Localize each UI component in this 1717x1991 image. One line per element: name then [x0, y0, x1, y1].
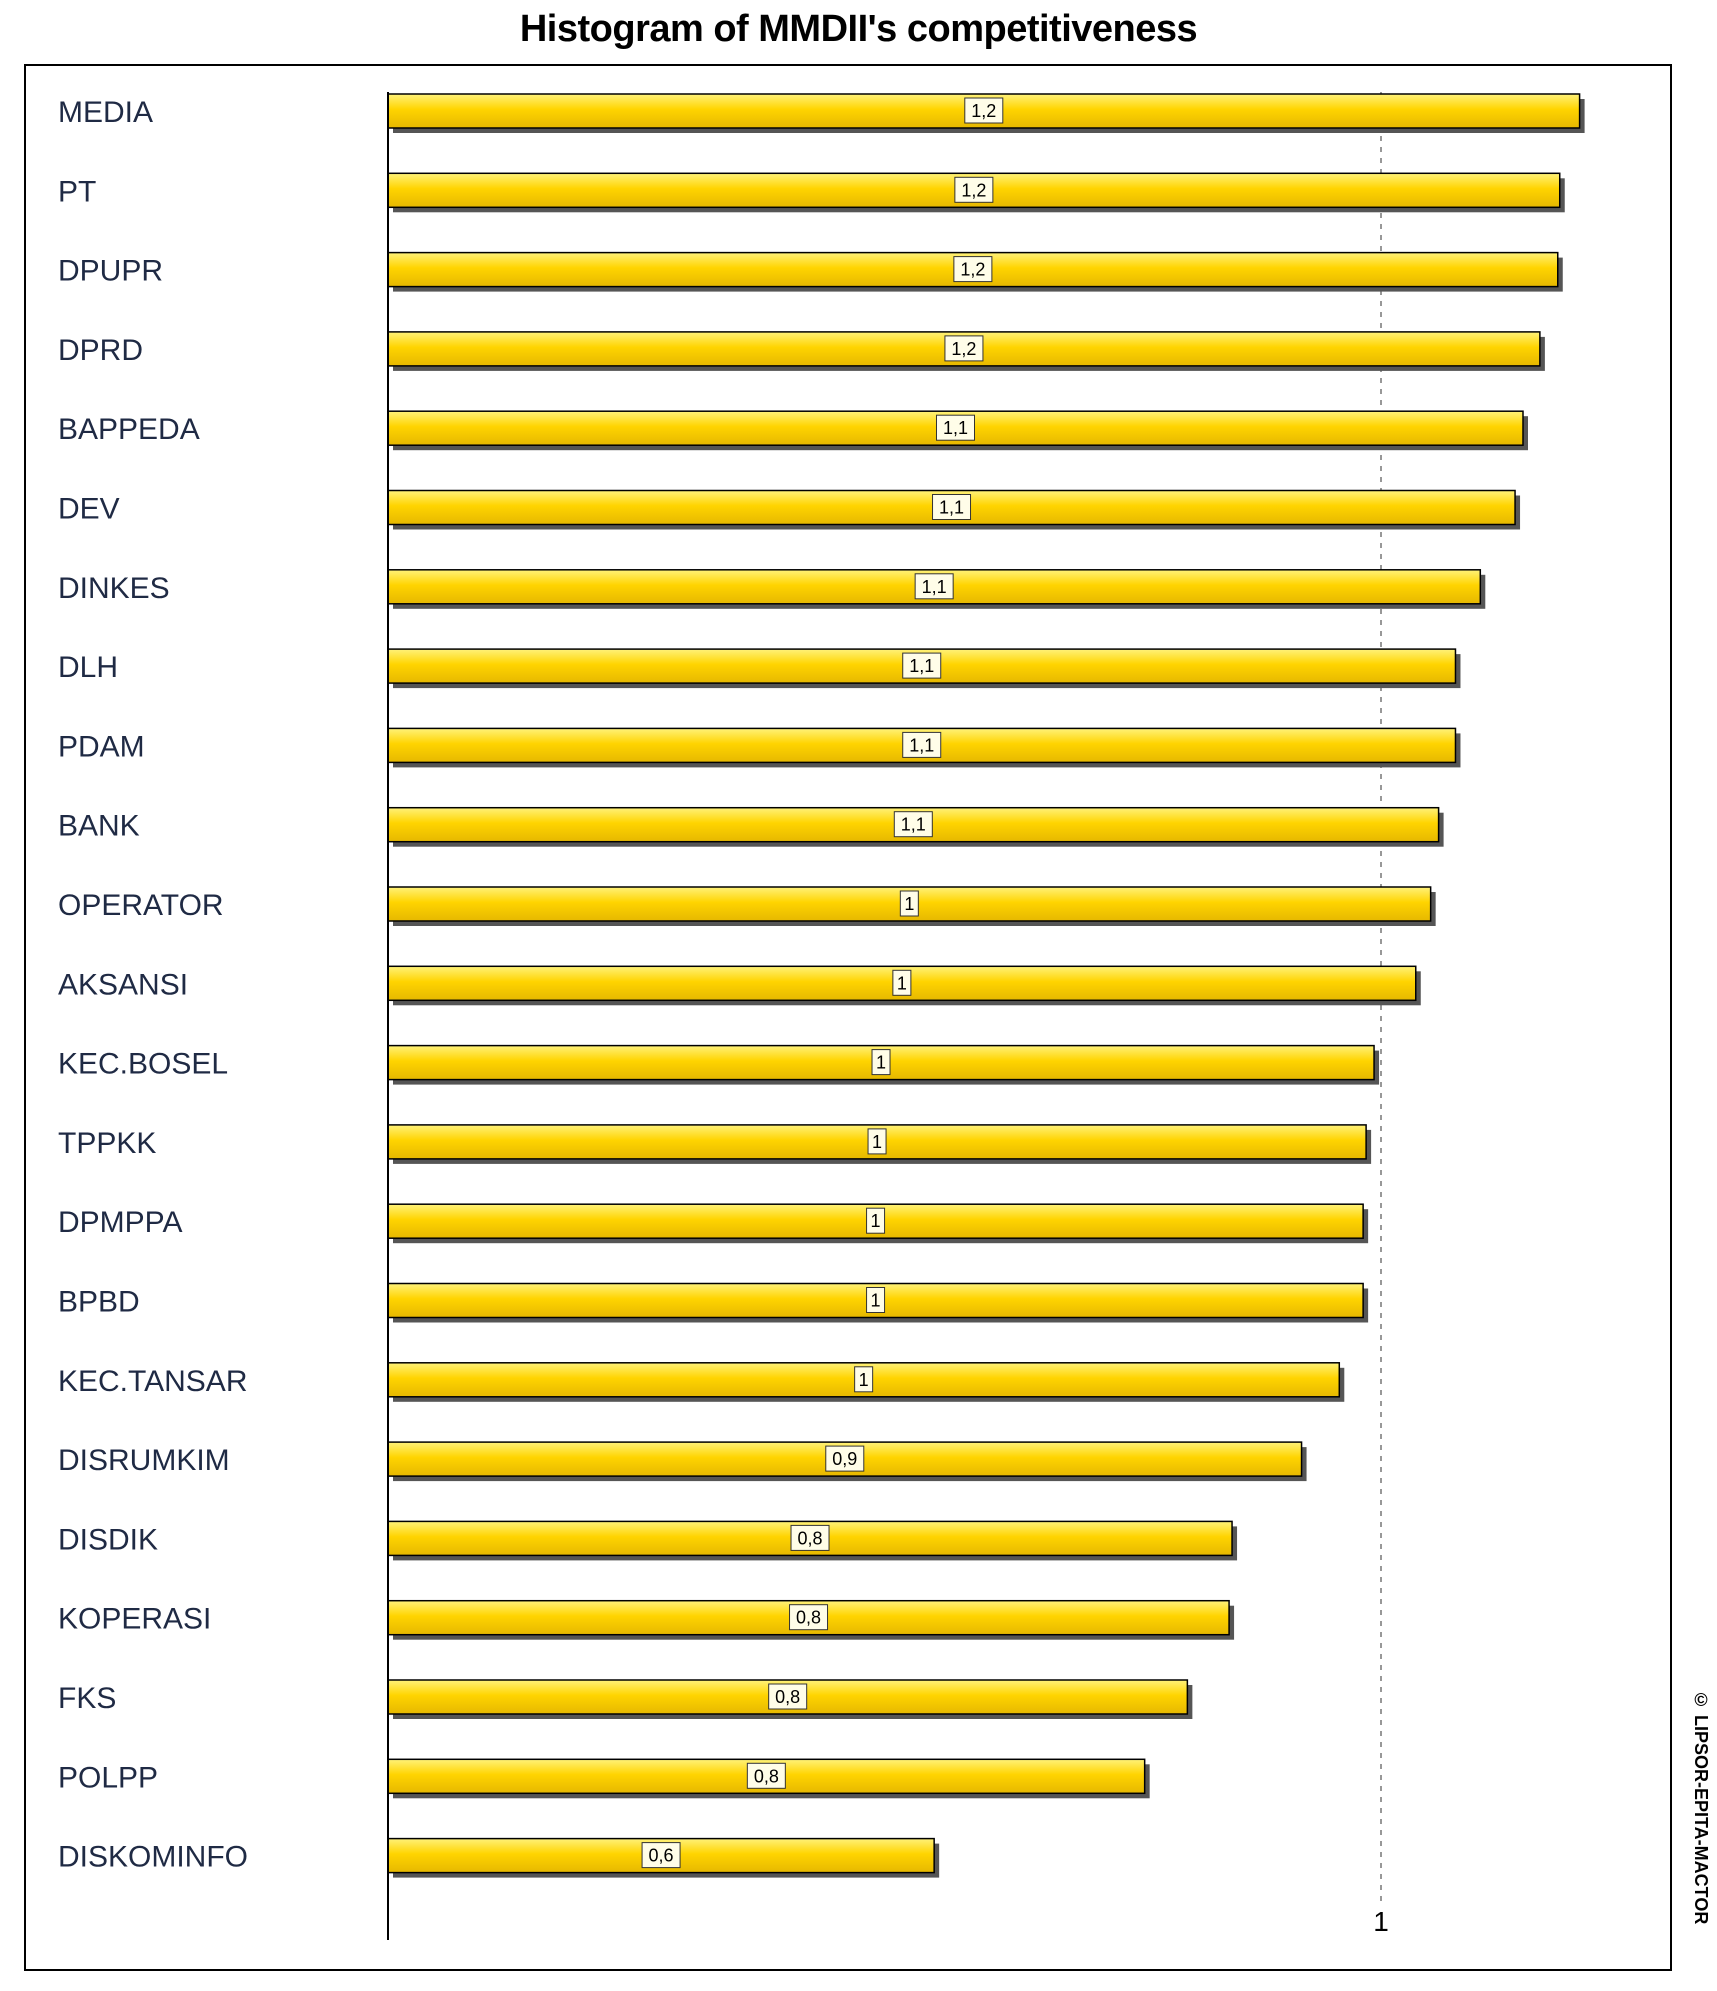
- category-label: DISKOMINFO: [58, 1841, 248, 1874]
- value-label-box: [902, 731, 942, 758]
- value-label-box: [768, 1683, 808, 1710]
- value-label: 0,8: [775, 1687, 800, 1707]
- category-label: DPRD: [58, 334, 143, 367]
- labels-layer: MEDIA 1,2 PT 1,2 DPUPR 1,2 DPRD 1,2 BAPPEDA 1,1 DE…: [58, 96, 1004, 1874]
- chart-title: Histogram of MMDII's competitiveness: [519, 8, 1198, 50]
- bars-layer: [387, 93, 1585, 1878]
- value-label-box: [953, 256, 993, 283]
- value-label: 0,8: [754, 1766, 779, 1786]
- x-tick-label: 1: [1373, 1906, 1389, 1937]
- value-label-box: [866, 1207, 886, 1234]
- category-label: TPPKK: [58, 1127, 156, 1160]
- value-label: 1,2: [951, 339, 976, 359]
- value-label-box: [899, 890, 919, 917]
- value-label-box: [789, 1604, 829, 1631]
- value-label: 1: [872, 1132, 882, 1152]
- value-label: 1: [871, 1291, 881, 1311]
- category-label: BPBD: [58, 1286, 140, 1319]
- category-label: DLH: [58, 651, 118, 684]
- value-label-box: [892, 969, 912, 996]
- value-label-box: [964, 97, 1004, 124]
- value-label-box: [790, 1524, 830, 1551]
- value-label: 1: [876, 1053, 886, 1073]
- value-label-box: [914, 573, 954, 600]
- axis-layer: 1: [387, 92, 1389, 1940]
- category-label: KEC.BOSEL: [58, 1048, 228, 1081]
- category-label: FKS: [58, 1682, 116, 1715]
- value-label-box: [932, 494, 972, 520]
- value-label: 1,2: [971, 101, 996, 121]
- category-label: DINKES: [58, 572, 170, 605]
- value-label: 1,2: [960, 260, 985, 280]
- value-label-box: [954, 176, 994, 203]
- value-label: 1: [871, 1211, 881, 1231]
- value-label-box: [825, 1445, 865, 1472]
- value-label-box: [854, 1366, 874, 1393]
- category-label: DPUPR: [58, 255, 163, 288]
- value-label: 1: [904, 894, 914, 914]
- value-label-box: [935, 414, 975, 441]
- value-label: 1,1: [943, 418, 968, 438]
- value-label-box: [902, 652, 942, 679]
- value-label: 1,1: [909, 735, 934, 755]
- category-label: OPERATOR: [58, 889, 224, 922]
- value-label-box: [866, 1287, 886, 1313]
- copyright-note: © LIPSOR-EPITA-MACTOR: [1691, 1690, 1711, 1925]
- value-label: 1,1: [909, 656, 934, 676]
- category-label: POLPP: [58, 1761, 158, 1794]
- value-label: 1: [897, 973, 907, 993]
- value-label-box: [893, 811, 933, 838]
- category-label: MEDIA: [58, 96, 153, 129]
- category-label: DEV: [58, 493, 120, 526]
- category-label: BAPPEDA: [58, 413, 200, 446]
- category-label: BANK: [58, 810, 140, 843]
- category-label: PT: [58, 175, 96, 208]
- value-label-box: [867, 1128, 887, 1155]
- value-label: 1,1: [922, 577, 947, 597]
- value-label: 0,9: [832, 1449, 857, 1469]
- value-label: 1: [859, 1370, 869, 1390]
- category-label: DPMPPA: [58, 1206, 182, 1239]
- value-label-box: [641, 1842, 681, 1869]
- value-label-box: [944, 335, 984, 362]
- category-label: AKSANSI: [58, 968, 188, 1001]
- chart-frame: [24, 64, 1672, 1971]
- value-label: 1,1: [939, 498, 964, 518]
- value-label-box: [746, 1762, 786, 1789]
- category-label: KEC.TANSAR: [58, 1365, 247, 1398]
- value-label-box: [871, 1049, 891, 1076]
- category-label: PDAM: [58, 730, 145, 763]
- value-label: 0,8: [798, 1528, 823, 1548]
- value-label: 0,8: [796, 1608, 821, 1628]
- category-label: KOPERASI: [58, 1603, 211, 1636]
- value-label: 1,1: [901, 815, 926, 835]
- category-label: DISDIK: [58, 1523, 158, 1556]
- value-label: 0,6: [649, 1846, 674, 1866]
- value-label: 1,2: [961, 180, 986, 200]
- category-label: DISRUMKIM: [58, 1444, 230, 1477]
